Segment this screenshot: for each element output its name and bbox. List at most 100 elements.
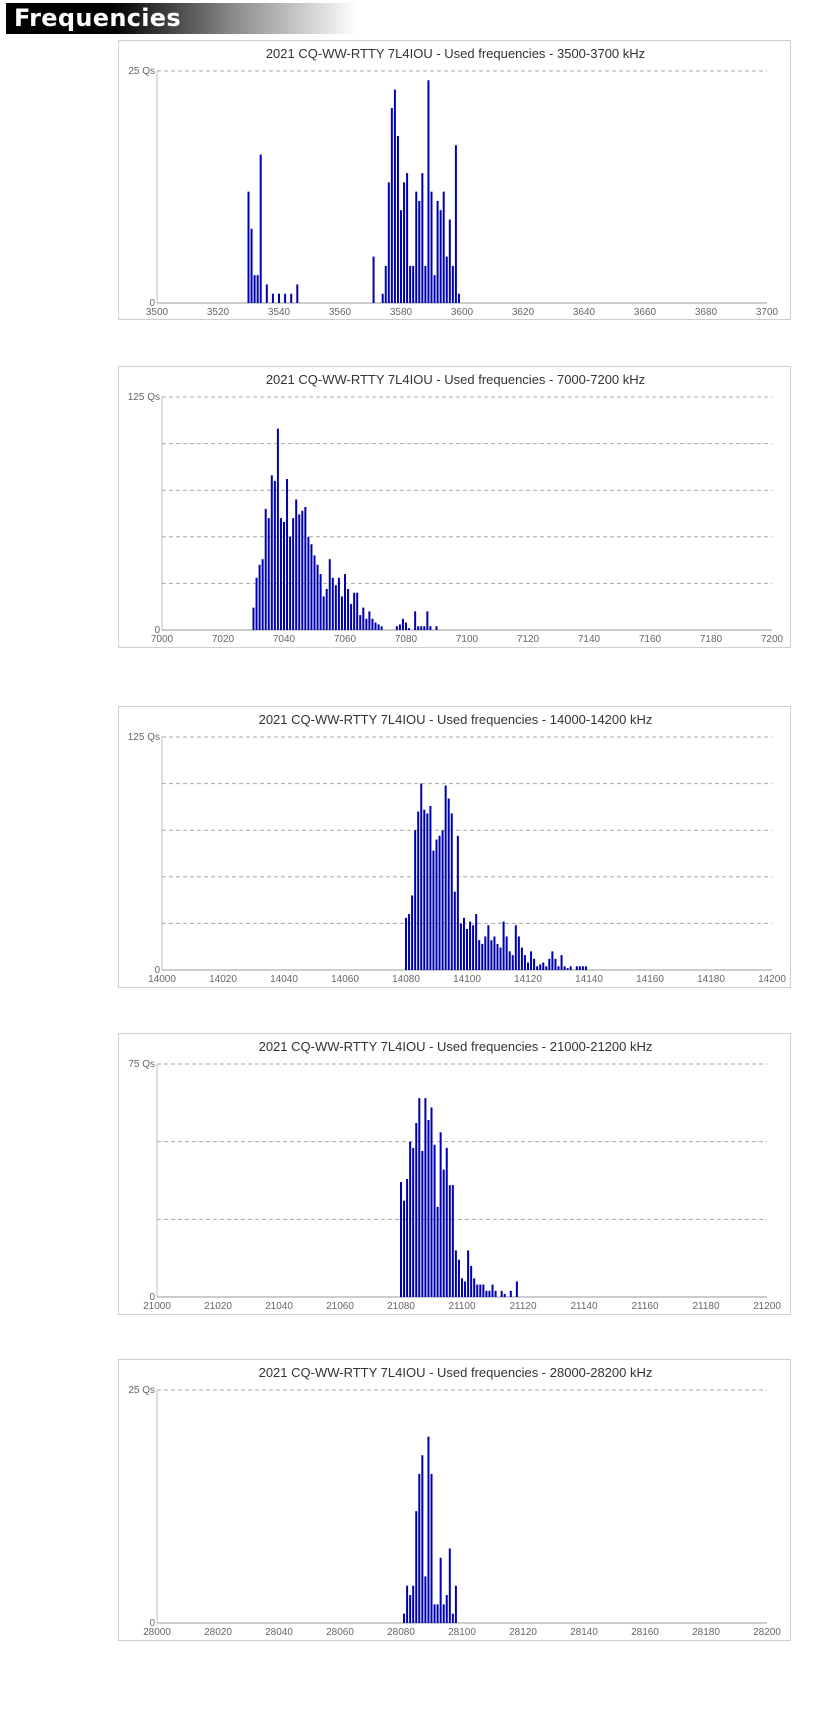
bar bbox=[488, 1290, 491, 1297]
bar bbox=[509, 1290, 512, 1297]
bar bbox=[436, 1604, 439, 1623]
bar bbox=[420, 783, 423, 970]
chart-title: 2021 CQ-WW-RTTY 7L4IOU - Used frequencie… bbox=[266, 46, 645, 61]
x-tick-label: 21200 bbox=[753, 1301, 781, 1312]
x-tick-label: 7160 bbox=[639, 634, 662, 645]
x-tick-label: 3600 bbox=[451, 307, 474, 318]
bar bbox=[493, 936, 496, 970]
bar bbox=[325, 588, 328, 630]
bar bbox=[438, 835, 441, 970]
bar bbox=[284, 293, 287, 303]
x-tick-label: 28200 bbox=[753, 1627, 781, 1638]
bar bbox=[415, 1123, 418, 1297]
x-tick-label: 28100 bbox=[448, 1627, 476, 1638]
bar bbox=[344, 574, 346, 630]
bar bbox=[439, 210, 442, 303]
bar bbox=[304, 506, 307, 630]
x-tick-label: 3640 bbox=[573, 307, 596, 318]
bar bbox=[316, 564, 319, 630]
bar bbox=[551, 951, 554, 970]
bar bbox=[584, 966, 587, 970]
bar bbox=[496, 943, 499, 970]
x-tick-label: 14140 bbox=[575, 974, 603, 985]
bar bbox=[523, 955, 526, 970]
bar bbox=[491, 1284, 494, 1297]
chart-title: 2021 CQ-WW-RTTY 7L4IOU - Used frequencie… bbox=[266, 372, 645, 387]
bar bbox=[485, 1290, 488, 1297]
bar bbox=[424, 1098, 427, 1297]
bar bbox=[261, 559, 264, 630]
chart-title: 2021 CQ-WW-RTTY 7L4IOU - Used frequencie… bbox=[259, 1365, 653, 1380]
x-tick-label: 21000 bbox=[143, 1301, 171, 1312]
bar bbox=[479, 1284, 482, 1297]
bar bbox=[414, 830, 417, 970]
x-tick-label: 3560 bbox=[329, 307, 352, 318]
x-tick-label: 28140 bbox=[570, 1627, 598, 1638]
x-tick-label: 21160 bbox=[631, 1301, 659, 1312]
x-tick-label: 21020 bbox=[204, 1301, 232, 1312]
x-tick-label: 21140 bbox=[570, 1301, 598, 1312]
chart-80m: 2021 CQ-WW-RTTY 7L4IOU - Used frequencie… bbox=[118, 40, 791, 320]
bar bbox=[328, 559, 331, 630]
bar bbox=[417, 626, 420, 630]
y-tick-label: 25 Qs bbox=[128, 66, 155, 77]
bar bbox=[481, 943, 484, 970]
bar bbox=[408, 628, 411, 630]
x-tick-label: 7060 bbox=[334, 634, 357, 645]
bar bbox=[439, 1132, 442, 1297]
x-tick-label: 28180 bbox=[692, 1627, 720, 1638]
bar bbox=[433, 275, 436, 303]
bar bbox=[421, 1455, 424, 1623]
x-tick-label: 7000 bbox=[151, 634, 174, 645]
bar bbox=[406, 173, 409, 303]
bar bbox=[426, 611, 429, 630]
bar bbox=[387, 182, 390, 303]
bar bbox=[581, 966, 584, 970]
bar bbox=[296, 284, 299, 303]
bar bbox=[403, 182, 406, 303]
bar bbox=[409, 1595, 412, 1623]
bar bbox=[439, 1557, 442, 1623]
bar bbox=[423, 809, 426, 970]
bar bbox=[283, 521, 285, 630]
bar bbox=[515, 1281, 518, 1297]
x-tick-label: 28160 bbox=[631, 1627, 659, 1638]
bar bbox=[494, 1290, 497, 1297]
bar bbox=[429, 805, 432, 970]
bar bbox=[505, 936, 508, 970]
bar bbox=[459, 923, 462, 970]
bar bbox=[457, 1259, 460, 1297]
section-header: Frequencies bbox=[6, 3, 358, 34]
bar bbox=[418, 200, 421, 303]
bar bbox=[472, 925, 475, 970]
bar bbox=[427, 80, 430, 303]
y-tick-label: 0 bbox=[149, 1618, 155, 1629]
bar bbox=[307, 536, 310, 630]
x-tick-label: 3520 bbox=[207, 307, 230, 318]
bar bbox=[400, 1182, 402, 1297]
chart-svg-10m: 2021 CQ-WW-RTTY 7L4IOU - Used frequencie… bbox=[128, 1365, 781, 1638]
bar bbox=[301, 510, 304, 630]
bar bbox=[412, 1147, 415, 1297]
x-tick-label: 21120 bbox=[509, 1301, 537, 1312]
bar bbox=[403, 1613, 406, 1623]
bar bbox=[270, 475, 273, 630]
x-tick-label: 7140 bbox=[578, 634, 601, 645]
bar bbox=[442, 1604, 445, 1623]
bar bbox=[444, 785, 447, 970]
bar bbox=[424, 1576, 427, 1623]
x-tick-label: 3620 bbox=[512, 307, 535, 318]
bar bbox=[408, 914, 411, 970]
bar bbox=[464, 1281, 467, 1297]
x-tick-label: 14160 bbox=[636, 974, 664, 985]
bar bbox=[566, 968, 569, 970]
bar bbox=[500, 1290, 503, 1297]
bar bbox=[286, 479, 289, 630]
bar bbox=[426, 813, 429, 970]
bar bbox=[265, 284, 268, 303]
bar bbox=[545, 966, 548, 970]
x-tick-label: 7100 bbox=[456, 634, 479, 645]
bar bbox=[436, 200, 439, 303]
bar bbox=[279, 518, 282, 630]
x-tick-label: 7020 bbox=[212, 634, 235, 645]
